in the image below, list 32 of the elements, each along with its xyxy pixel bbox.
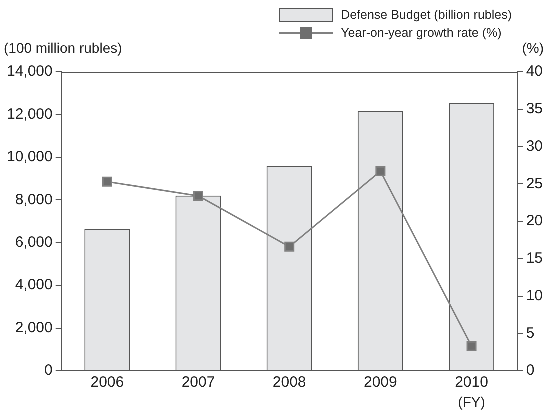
y-tick-label: 14,000 [6, 63, 53, 80]
y-tick-label: 12,000 [6, 106, 53, 123]
y2-tick-label: 40 [526, 63, 544, 80]
x-tick-label: 2008 [272, 374, 306, 392]
y2-tick-label: 35 [526, 100, 544, 118]
y-tick-label: 0 [44, 362, 53, 380]
point [376, 166, 386, 176]
y-tick-label: 8,000 [15, 191, 53, 208]
text: (FY) [458, 394, 486, 410]
y2-tick-label: 20 [526, 212, 544, 230]
y2-tick-label: 30 [526, 138, 544, 155]
y2-tick-label: 25 [526, 175, 544, 192]
y2-tick-label: 5 [526, 324, 535, 342]
y2-tick-label: 0 [526, 362, 535, 380]
y2-tick-label: 15 [526, 250, 544, 268]
y-tick-label: 10,000 [6, 148, 53, 166]
x-tick-label: 2010 [455, 374, 488, 392]
point [194, 191, 204, 202]
x-tick-label: 2007 [182, 374, 216, 392]
point [284, 242, 295, 252]
y2-tick-label: 10 [526, 287, 544, 304]
legend-label: Defense Budget (billion rubles) [341, 8, 512, 22]
point [466, 341, 477, 352]
y-axis-title: (100 million rubles) [4, 40, 122, 56]
x-tick-label: 2006 [90, 374, 124, 392]
point [102, 176, 112, 187]
y-tick-label: 2,000 [15, 319, 53, 336]
y-tick-label: 6,000 [15, 234, 53, 251]
y-tick-label: 4,000 [15, 276, 53, 294]
x-tick-label: 2009 [364, 374, 398, 392]
y2-axis-title: (%) [522, 40, 544, 56]
legend-label: Year-on-year growth rate (%) [341, 26, 502, 40]
